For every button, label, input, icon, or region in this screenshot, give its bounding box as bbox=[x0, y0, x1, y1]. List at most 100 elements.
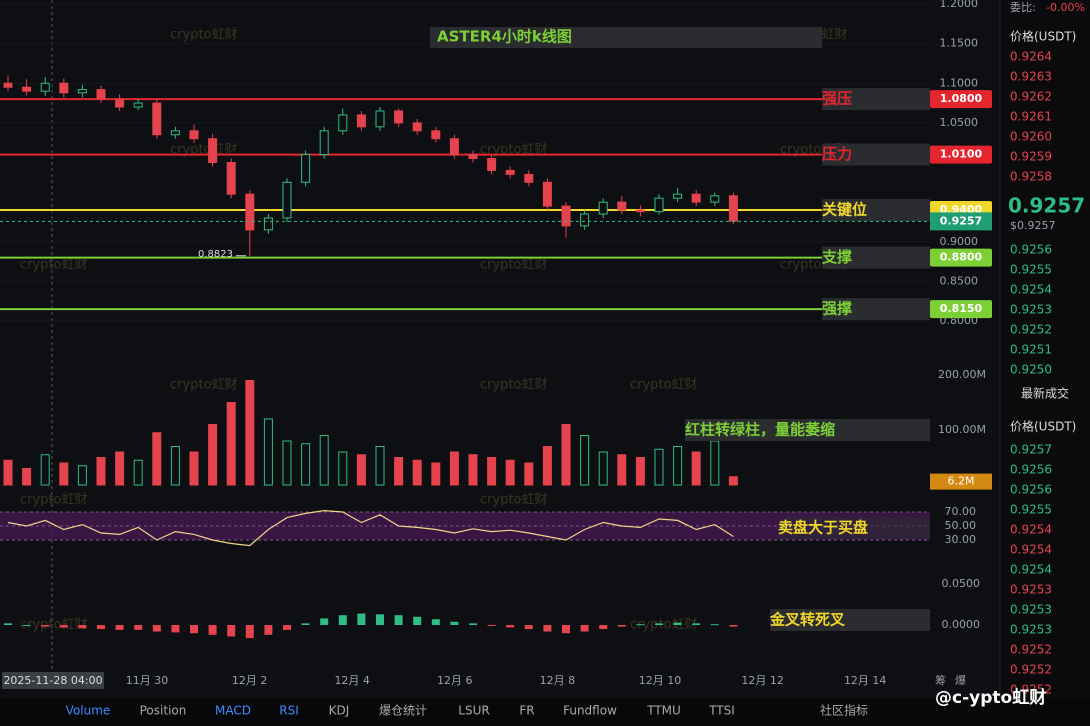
volume-bar bbox=[263, 418, 273, 486]
macd-bar bbox=[245, 625, 254, 639]
macd-bar bbox=[41, 625, 50, 627]
volume-bar bbox=[728, 476, 738, 486]
volume-bar bbox=[338, 451, 348, 486]
last-price: 0.9257 bbox=[1008, 194, 1085, 218]
macd-bar bbox=[264, 625, 273, 635]
volume-bar bbox=[617, 454, 627, 486]
volume-current: 6.2M bbox=[948, 475, 975, 488]
bid-price: 0.9252 bbox=[1010, 323, 1052, 337]
level-value: 0.8150 bbox=[940, 302, 983, 315]
volume-bar bbox=[40, 454, 50, 486]
watermark: crypto虹财 bbox=[480, 378, 548, 393]
watermark: crypto虹财 bbox=[480, 493, 548, 508]
candle-body bbox=[189, 130, 199, 140]
macd-bar bbox=[710, 624, 719, 626]
candle-body bbox=[654, 197, 664, 213]
toolbar-tab[interactable]: RSI bbox=[279, 704, 299, 718]
trade-price: 0.9252 bbox=[1010, 683, 1052, 697]
x-tick-label: 12月 12 bbox=[741, 674, 784, 687]
y-tick-label: 0.9000 bbox=[940, 235, 979, 248]
macd-bar bbox=[729, 625, 738, 627]
macd-bar bbox=[227, 625, 236, 637]
volume-bar bbox=[449, 451, 459, 486]
candle-body bbox=[170, 130, 180, 136]
candle-body bbox=[394, 110, 404, 124]
trade-price: 0.9254 bbox=[1010, 563, 1052, 577]
ratio-value: -0.00% bbox=[1046, 1, 1085, 14]
side-label: 爆 bbox=[955, 673, 966, 687]
low-label: 0.8823 bbox=[198, 249, 233, 260]
toolbar-tab[interactable]: Volume bbox=[66, 704, 111, 718]
toolbar-tab[interactable]: Position bbox=[140, 704, 187, 718]
macd-bar bbox=[97, 625, 105, 630]
crosshair-label: 2025-11-28 04:00 bbox=[3, 674, 102, 687]
candle-body bbox=[22, 86, 32, 92]
trade-price: 0.9257 bbox=[1010, 443, 1052, 457]
macd-bar bbox=[338, 615, 347, 625]
y-tick-label: 0.8500 bbox=[940, 274, 979, 287]
toolbar-tab[interactable]: TTSI bbox=[708, 704, 735, 718]
trade-price: 0.9256 bbox=[1010, 463, 1052, 477]
volume-bar bbox=[561, 424, 571, 486]
ask-price: 0.9262 bbox=[1010, 90, 1052, 104]
volume-bar bbox=[208, 424, 218, 486]
macd-annotation: 金叉转死叉 bbox=[769, 611, 846, 629]
rsi-tick-label: 50.00 bbox=[945, 519, 977, 532]
macd-bar bbox=[673, 622, 682, 625]
macd-bar bbox=[450, 621, 459, 625]
macd-bar bbox=[190, 625, 198, 634]
candle-body bbox=[449, 138, 459, 156]
level-value: 1.0800 bbox=[940, 92, 983, 105]
macd-bar bbox=[152, 625, 161, 632]
level-name: 关键位 bbox=[822, 201, 867, 219]
level-tag bbox=[930, 90, 992, 109]
ask-price: 0.9263 bbox=[1010, 70, 1052, 84]
volume-bar bbox=[487, 457, 497, 486]
trade-price: 0.9255 bbox=[1010, 503, 1052, 517]
volume-bar bbox=[691, 451, 701, 486]
price-header: 价格(USDT) bbox=[1010, 29, 1076, 44]
x-tick-label: 12月 10 bbox=[639, 674, 682, 687]
y-tick-label: 1.0500 bbox=[940, 116, 979, 129]
current-price: 0.9257 bbox=[940, 214, 982, 227]
toolbar-tab[interactable]: LSUR bbox=[458, 704, 489, 718]
trade-price: 0.9252 bbox=[1010, 663, 1052, 677]
ask-price: 0.9260 bbox=[1010, 130, 1052, 144]
toolbar-tab[interactable]: FR bbox=[519, 704, 534, 718]
candle-body bbox=[580, 213, 590, 227]
y-tick-label: 1.1500 bbox=[940, 37, 979, 50]
trade-price: 0.9254 bbox=[1010, 523, 1052, 537]
annot-box bbox=[778, 517, 930, 539]
toolbar-tab[interactable]: KDJ bbox=[329, 704, 350, 718]
toolbar-tab[interactable]: MACD bbox=[215, 704, 251, 718]
rsi-tick-label: 70.00 bbox=[945, 505, 977, 518]
candle-body bbox=[635, 209, 645, 213]
candle-body bbox=[40, 82, 50, 92]
candle-body bbox=[301, 154, 311, 183]
candle-body bbox=[3, 82, 13, 88]
level-box bbox=[822, 298, 930, 321]
volume-bar bbox=[319, 435, 329, 486]
macd-bar bbox=[115, 625, 124, 630]
time-axis bbox=[0, 670, 930, 692]
macd-bar bbox=[562, 625, 570, 634]
community-tab[interactable]: 社区指标 bbox=[820, 703, 868, 718]
chart-title: ASTER4小时k线图 bbox=[437, 28, 572, 46]
macd-bar bbox=[636, 624, 645, 626]
volume-bar bbox=[170, 446, 180, 486]
x-tick-label: 12月 2 bbox=[232, 674, 268, 687]
toolbar-tab[interactable]: TTMU bbox=[646, 704, 681, 718]
macd-bar bbox=[283, 625, 291, 630]
candle-body bbox=[77, 89, 87, 94]
ask-price: 0.9264 bbox=[1010, 50, 1052, 64]
macd-tick-label: 0.0500 bbox=[942, 577, 981, 590]
toolbar-tab[interactable]: Fundflow bbox=[563, 704, 617, 718]
watermark: crypto虹财 bbox=[630, 378, 698, 393]
macd-bar bbox=[487, 625, 496, 626]
macd-bar bbox=[599, 625, 608, 630]
toolbar-tab[interactable]: 爆仓统计 bbox=[379, 704, 427, 718]
annot-box bbox=[770, 609, 930, 631]
rsi-annotation: 卖盘大于买盘 bbox=[778, 519, 868, 537]
volume-bar bbox=[189, 451, 199, 486]
